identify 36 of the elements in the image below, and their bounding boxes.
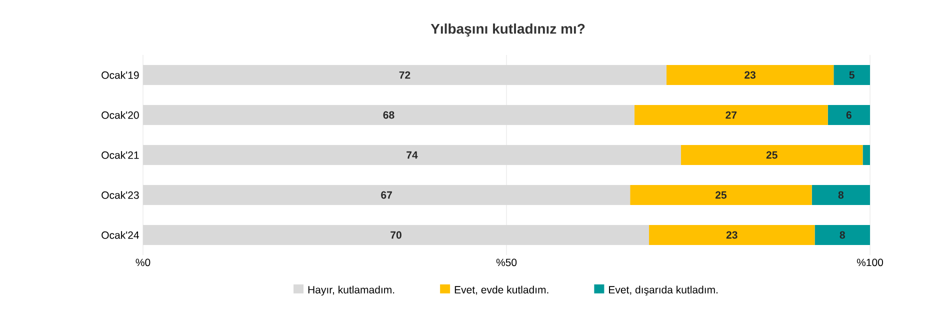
- x-tick-label: %0: [136, 258, 150, 266]
- data-label: 23: [726, 231, 738, 239]
- data-label: 5: [849, 71, 854, 79]
- y-tick-label: Ocak'20: [102, 111, 139, 119]
- data-label: 25: [766, 151, 778, 159]
- data-label: 6: [846, 111, 852, 119]
- y-tick-label: Ocak'19: [102, 71, 139, 79]
- bar: [634, 105, 828, 126]
- data-label: 72: [399, 71, 410, 79]
- legend-label: Evet, evde kutladım.: [454, 286, 548, 295]
- legend-label: Evet, dışarıda kutladım.: [609, 286, 718, 296]
- bar: [834, 65, 870, 86]
- x-tick-label: %100: [856, 258, 884, 266]
- bar: [666, 65, 834, 86]
- y-tick-label: Ocak'23: [102, 191, 139, 199]
- bar: [828, 105, 870, 126]
- data-label: 67: [381, 191, 392, 199]
- bar: [812, 185, 870, 206]
- data-label: 68: [383, 111, 394, 119]
- bar: [649, 225, 815, 246]
- legend-label: Hayır, kutlamadım.: [308, 286, 394, 296]
- data-label: 70: [390, 231, 402, 239]
- data-label: 8: [840, 231, 845, 239]
- bar: [630, 185, 812, 206]
- y-tick-label: Ocak'24: [102, 231, 139, 239]
- chart-title: Yılbaşını kutladınız mı?: [430, 23, 585, 37]
- data-label: 27: [726, 111, 737, 119]
- bar: [680, 145, 863, 166]
- data-label: 23: [744, 71, 756, 79]
- bar: [814, 225, 870, 246]
- bar: [862, 145, 870, 166]
- data-label: 8: [838, 191, 844, 199]
- data-label: 74: [406, 151, 418, 159]
- y-tick-label: Ocak'21: [102, 151, 139, 159]
- x-tick-label: %50: [496, 258, 517, 266]
- data-label: 25: [716, 191, 727, 199]
